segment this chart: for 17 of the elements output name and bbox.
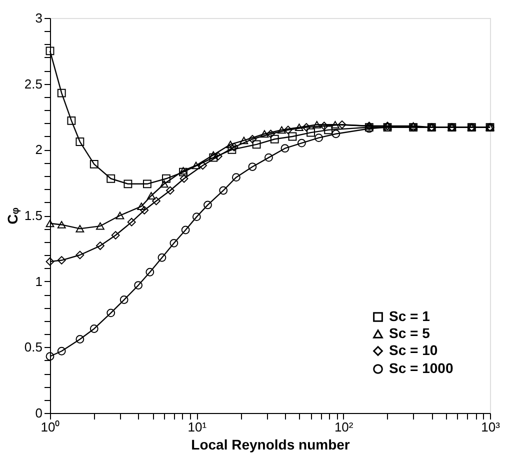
y-tick-label: 2.5 [24, 76, 42, 92]
y-tick-label: 1.5 [24, 208, 42, 223]
x-tick-label: 10³ [481, 420, 501, 434]
y-tick-label: 2 [35, 142, 42, 158]
legend-label: Sc = 1 [389, 308, 430, 324]
y-tick-label: 3 [35, 10, 42, 26]
y-tick-label: 0.5 [24, 340, 42, 355]
y-axis-title: Cᵩ [4, 207, 20, 224]
x-tick-label: 10² [334, 420, 354, 434]
legend-label: Sc = 1000 [389, 360, 454, 376]
y-tick-label: 0 [35, 406, 42, 420]
x-tick-label: 10⁰ [40, 420, 60, 434]
legend-label: Sc = 5 [389, 325, 430, 341]
legend-label: Sc = 10 [389, 342, 438, 358]
y-tick-label: 1 [35, 274, 42, 289]
x-axis-title: Local Reynolds number [191, 436, 350, 452]
x-tick-label: 10¹ [188, 420, 208, 434]
